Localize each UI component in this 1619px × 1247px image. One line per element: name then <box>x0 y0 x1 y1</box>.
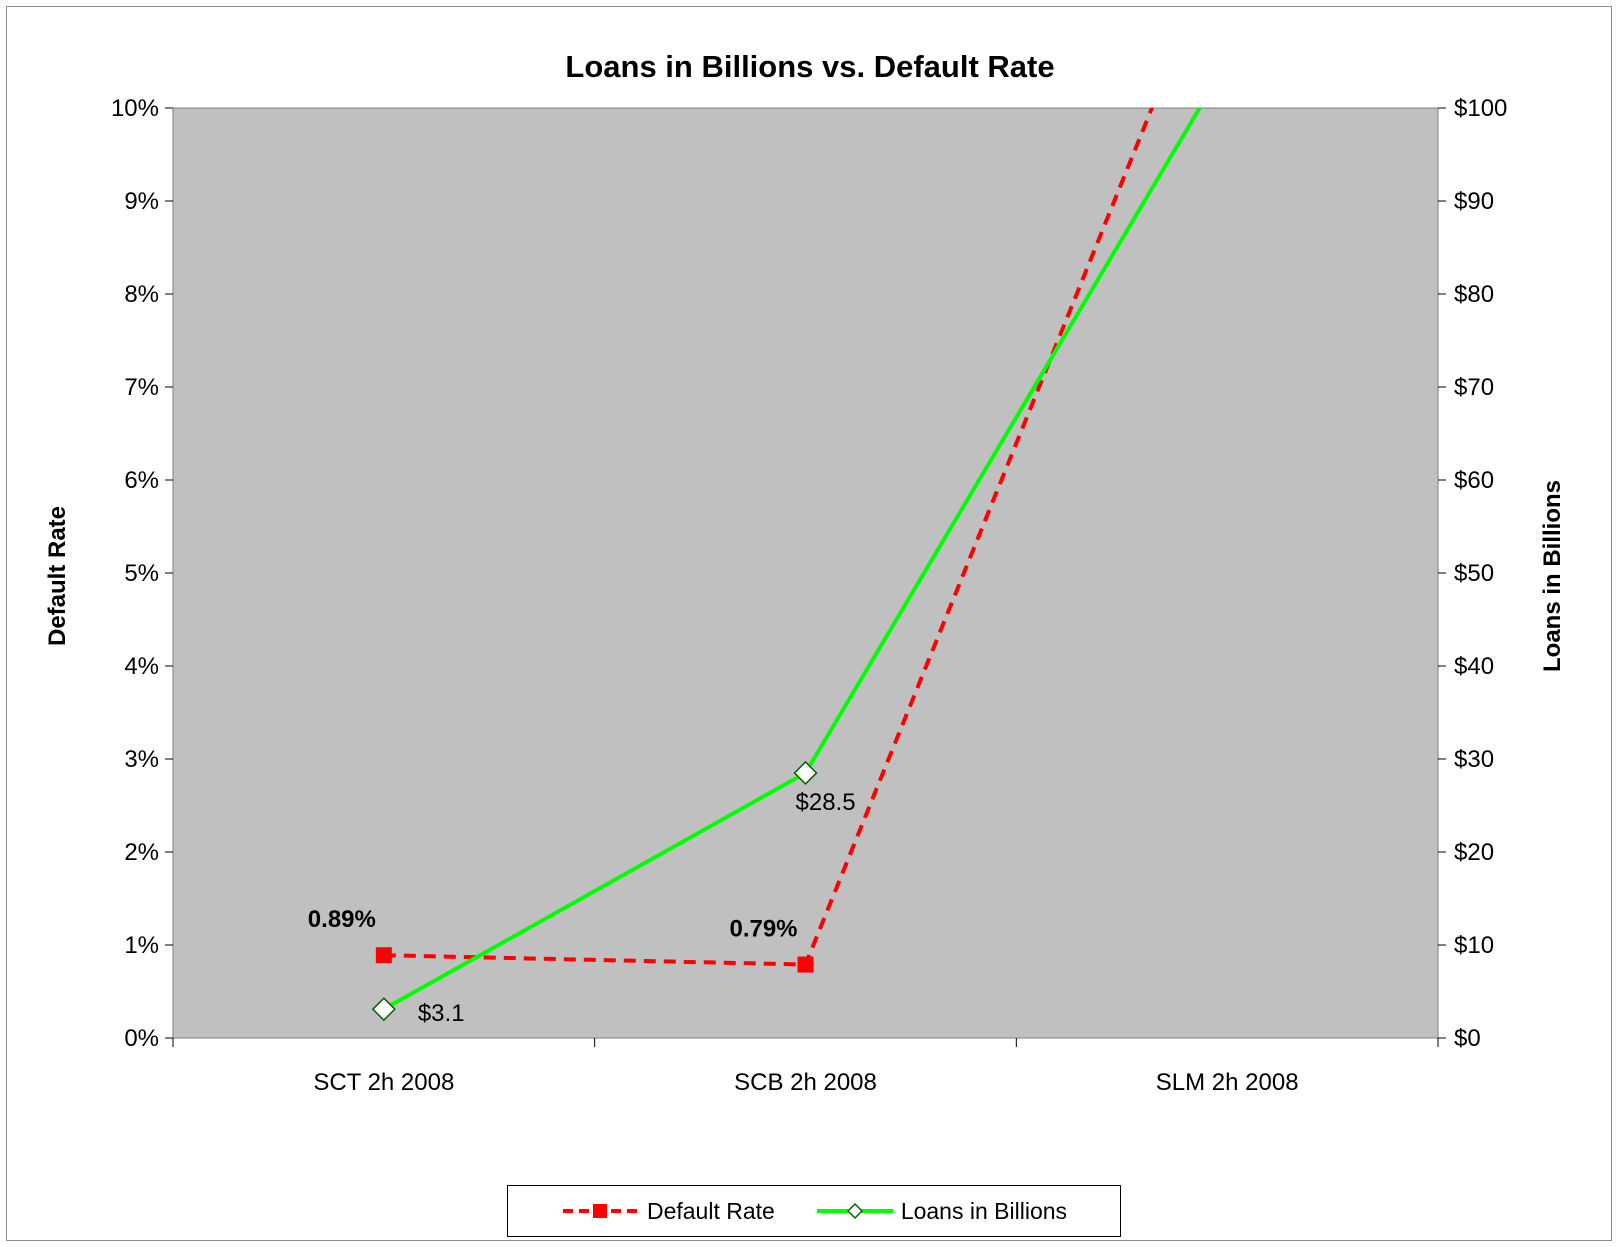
y-left-tick-label: 6% <box>124 467 159 494</box>
legend-label-default-rate: Default Rate <box>646 1197 775 1224</box>
data-label-loans: $3.1 <box>418 1000 465 1027</box>
point-marker-default-rate <box>375 947 392 964</box>
data-label-default-rate: 0.89% <box>308 906 376 933</box>
legend-item-default-rate: Default Rate <box>561 1198 775 1225</box>
y-right-tick-label: $60 <box>1454 467 1494 494</box>
y-left-tick-label: 0% <box>124 1025 159 1052</box>
y-right-tick-label: $70 <box>1454 374 1494 401</box>
x-tick-label: SLM 2h 2008 <box>1156 1069 1299 1096</box>
y-axis-right-title: Loans in Billions <box>1539 480 1566 672</box>
y-left-tick-label: 5% <box>124 560 159 587</box>
y-left-tick-label: 10% <box>111 95 159 122</box>
y-right-tick-label: $100 <box>1454 95 1507 122</box>
y-right-tick-label: $10 <box>1454 932 1494 959</box>
y-left-tick-label: 2% <box>124 839 159 866</box>
y-right-tick-label: $20 <box>1454 839 1494 866</box>
y-right-tick-label: $40 <box>1454 653 1494 680</box>
y-left-tick-label: 7% <box>124 374 159 401</box>
plot-area <box>172 107 1439 1039</box>
legend-swatch-default-rate <box>562 1204 639 1218</box>
x-tick-label: SCB 2h 2008 <box>734 1069 877 1096</box>
y-left-tick-label: 8% <box>124 281 159 308</box>
chart-title: Loans in Billions vs. Default Rate <box>565 49 1054 84</box>
y-right-tick-label: $30 <box>1454 746 1494 773</box>
y-left-tick-label: 9% <box>124 188 159 215</box>
x-tick-label: SCT 2h 2008 <box>313 1069 454 1096</box>
y-right-tick-label: $90 <box>1454 188 1494 215</box>
y-right-tick-label: $50 <box>1454 560 1494 587</box>
y-right-tick-label: $0 <box>1454 1025 1481 1052</box>
y-left-tick-label: 4% <box>124 653 159 680</box>
y-axis-left-title: Default Rate <box>44 506 71 646</box>
y-left-tick-label: 3% <box>124 746 159 773</box>
y-left-tick-label: 1% <box>124 932 159 959</box>
point-marker-default-rate <box>797 956 814 973</box>
legend-item-loans: Loans in Billions <box>815 1198 1067 1225</box>
legend-label-loans: Loans in Billions <box>900 1197 1068 1224</box>
data-label-default-rate: 0.79% <box>729 916 797 943</box>
y-right-tick-label: $80 <box>1454 281 1494 308</box>
legend: Default Rate Loans in Billions <box>507 1185 1121 1237</box>
data-label-loans: $28.5 <box>796 789 856 816</box>
point-marker-loans <box>371 997 396 1022</box>
point-marker-loans <box>793 760 818 786</box>
legend-swatch-loans <box>816 1202 893 1220</box>
